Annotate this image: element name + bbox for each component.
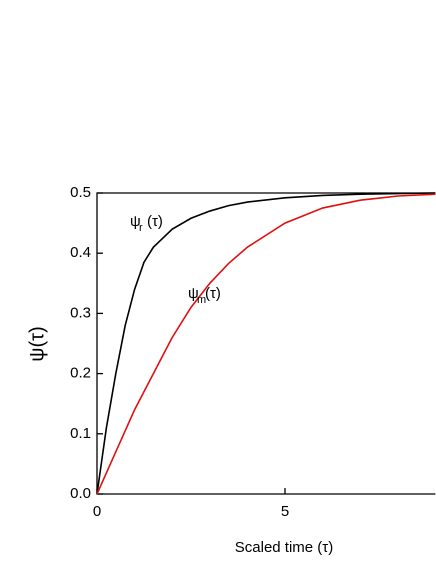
series-line xyxy=(96,192,436,495)
curve-label-tail: (τ) xyxy=(147,213,163,230)
y-tick-label: 0.3 xyxy=(70,304,91,321)
axis-frame xyxy=(96,192,436,495)
y-tick-label: 0.0 xyxy=(70,485,91,502)
x-axis-label: Scaled time (τ) xyxy=(235,539,333,556)
series-line xyxy=(96,193,436,495)
curve-label-main: ψ xyxy=(188,285,199,302)
x-tick-label: 5 xyxy=(281,503,289,520)
x-tick-label: 0 xyxy=(93,503,101,520)
y-axis-label: ψ(τ) xyxy=(26,326,48,361)
y-tick-label: 0.2 xyxy=(70,365,91,382)
y-tick-label: 0.4 xyxy=(70,244,91,261)
curve-label: ψr (τ) xyxy=(130,213,163,234)
curve-label-sub: r xyxy=(139,222,143,234)
curve-label: ψm(τ) xyxy=(188,285,221,306)
y-tick-label: 0.5 xyxy=(70,184,91,201)
curve-label-tail: (τ) xyxy=(205,285,221,302)
curve-label-sub: m xyxy=(197,294,206,306)
curve-label-main: ψ xyxy=(130,213,141,230)
y-tick-label: 0.1 xyxy=(70,425,91,442)
